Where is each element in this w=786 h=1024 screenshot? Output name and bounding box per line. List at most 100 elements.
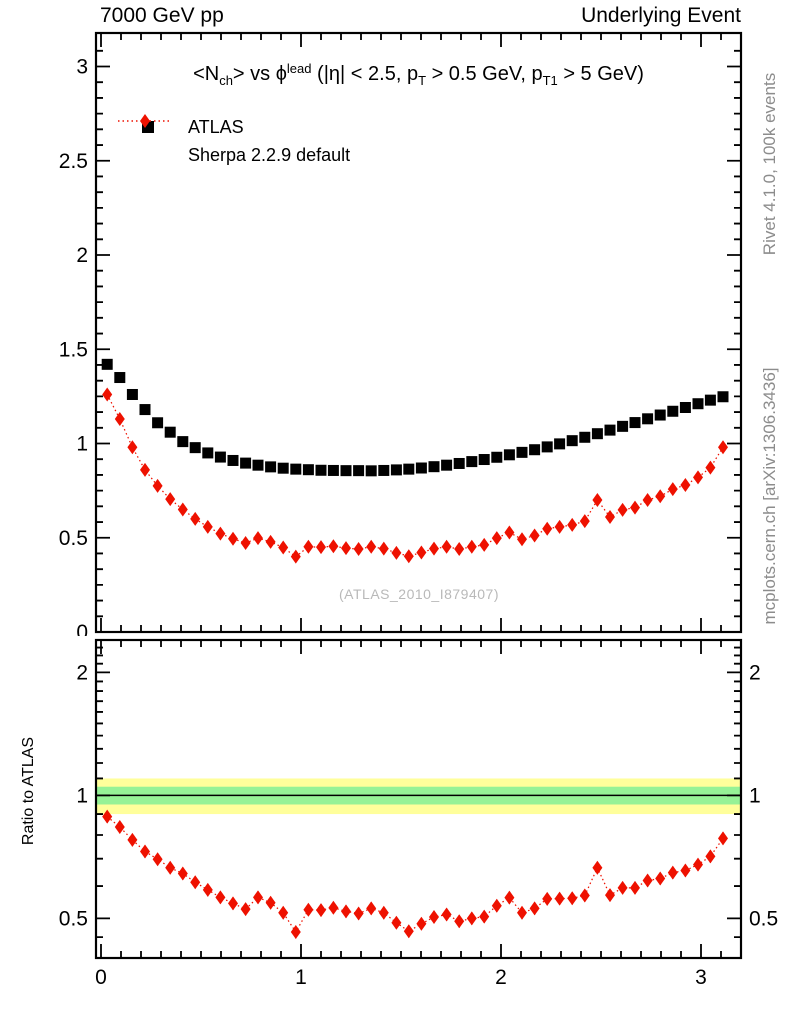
atlas-data-point xyxy=(453,457,465,469)
x-tick-labels: 0 1 2 3 xyxy=(95,966,707,989)
ratio-data-point xyxy=(378,905,389,920)
sherpa-data-point xyxy=(479,537,490,552)
sherpa-data-point xyxy=(605,510,615,525)
ratio-data-point xyxy=(215,890,226,905)
y-tick-label: 1 xyxy=(76,433,88,456)
ratio-y-tick-label: 2 xyxy=(749,661,761,684)
sherpa-data-point xyxy=(240,536,251,551)
sherpa-data-point xyxy=(592,493,603,508)
title-segment: lead xyxy=(286,61,312,76)
ratio-series xyxy=(102,809,728,940)
ratio-data-point xyxy=(567,891,578,906)
sherpa-data-point xyxy=(567,517,578,532)
ratio-data-point xyxy=(366,901,377,916)
ratio-panel xyxy=(94,638,743,960)
ratio-data-point xyxy=(114,819,125,834)
atlas-data-point xyxy=(692,398,704,410)
sherpa-data-point xyxy=(140,462,150,477)
ratio-data-point xyxy=(491,898,502,913)
sherpa-data-point xyxy=(705,460,716,475)
ratio-data-point xyxy=(416,916,427,931)
atlas-data-point xyxy=(717,391,729,403)
sherpa-data-point xyxy=(366,539,377,554)
title-segment: T1 xyxy=(542,73,558,88)
ratio-x-ticks xyxy=(100,640,722,958)
atlas-data-point xyxy=(629,417,641,429)
ratio-data-point xyxy=(579,888,590,903)
atlas-data-point xyxy=(265,461,277,473)
atlas-data-point xyxy=(642,413,654,425)
sherpa-data-point xyxy=(579,514,590,529)
sherpa-data-point xyxy=(454,542,465,557)
atlas-data-point xyxy=(667,405,679,417)
ratio-data-point xyxy=(240,902,251,917)
ratio-y-tick-labels: 0.5 0.5 1 1 2 2 xyxy=(59,661,778,930)
ratio-data-point xyxy=(667,865,678,880)
sherpa-data-point xyxy=(466,539,477,554)
ratio-data-point xyxy=(253,890,263,905)
x-tick-label: 3 xyxy=(695,966,707,989)
ratio-data-point xyxy=(529,901,540,916)
atlas-data-point xyxy=(365,465,377,477)
ratio-line-group xyxy=(106,816,724,934)
sherpa-data-point xyxy=(177,502,188,517)
title-segment: (|η| < 2.5, p xyxy=(311,63,419,85)
sherpa-data-point xyxy=(718,440,728,455)
ratio-data-point xyxy=(165,860,176,875)
ratio-data-point xyxy=(278,905,289,920)
atlas-data-point xyxy=(101,358,113,370)
atlas-data-point xyxy=(302,464,314,476)
sherpa-data-point xyxy=(353,542,364,557)
sherpa-data-point xyxy=(341,541,351,556)
atlas-data-point xyxy=(340,465,352,477)
ratio-y-tick-label: 1 xyxy=(76,784,88,807)
ratio-data-point xyxy=(680,863,691,878)
ratio-data-point xyxy=(127,832,138,847)
atlas-data-point xyxy=(202,447,214,459)
main-x-ticks xyxy=(100,33,722,632)
ratio-data-point xyxy=(655,871,666,886)
atlas-data-point xyxy=(114,372,126,384)
ratio-data-point xyxy=(177,866,188,881)
atlas-data-point xyxy=(164,426,176,438)
ratio-data-point xyxy=(554,891,565,906)
atlas-data-point xyxy=(177,436,189,448)
atlas-data-point xyxy=(277,462,289,474)
ratio-data-point xyxy=(316,903,326,918)
atlas-data-point xyxy=(126,388,138,400)
ratio-data-point xyxy=(341,904,351,919)
atlas-data-point xyxy=(591,428,603,440)
ratio-data-point xyxy=(353,906,364,921)
ratio-data-point xyxy=(102,809,113,824)
ratio-data-point xyxy=(391,915,402,930)
ratio-data-point xyxy=(693,857,703,872)
sherpa-data-point xyxy=(529,528,540,543)
atlas-data-point xyxy=(579,431,591,443)
atlas-data-point xyxy=(428,461,440,473)
analysis-id-watermark: (ATLAS_2010_I879407) xyxy=(339,586,499,602)
ratio-data-point xyxy=(454,914,465,929)
atlas-data-point xyxy=(491,451,503,463)
ratio-data-point xyxy=(190,875,201,890)
x-tick-label: 1 xyxy=(295,966,307,989)
red-diamond-dotted-line-icon xyxy=(118,114,172,128)
atlas-data-point xyxy=(378,464,390,476)
sherpa-error-bars xyxy=(106,389,724,562)
sherpa-data-point xyxy=(403,549,414,564)
ratio-data-point xyxy=(517,905,527,920)
y-tick-label: 0.5 xyxy=(59,527,88,550)
atlas-data-point xyxy=(227,454,239,466)
sherpa-data-point xyxy=(416,545,427,560)
atlas-data-point xyxy=(541,441,553,453)
atlas-data-point xyxy=(516,446,528,458)
atlas-data-point xyxy=(704,394,716,406)
main-panel xyxy=(94,31,743,634)
ratio-data-point xyxy=(441,907,452,922)
sherpa-data-point xyxy=(378,541,389,556)
sherpa-data-point xyxy=(278,540,289,555)
title-segment: ch xyxy=(219,73,233,88)
sherpa-data-point xyxy=(190,511,201,526)
title-segment: ϕ xyxy=(275,63,287,85)
ratio-data-point xyxy=(290,925,301,940)
